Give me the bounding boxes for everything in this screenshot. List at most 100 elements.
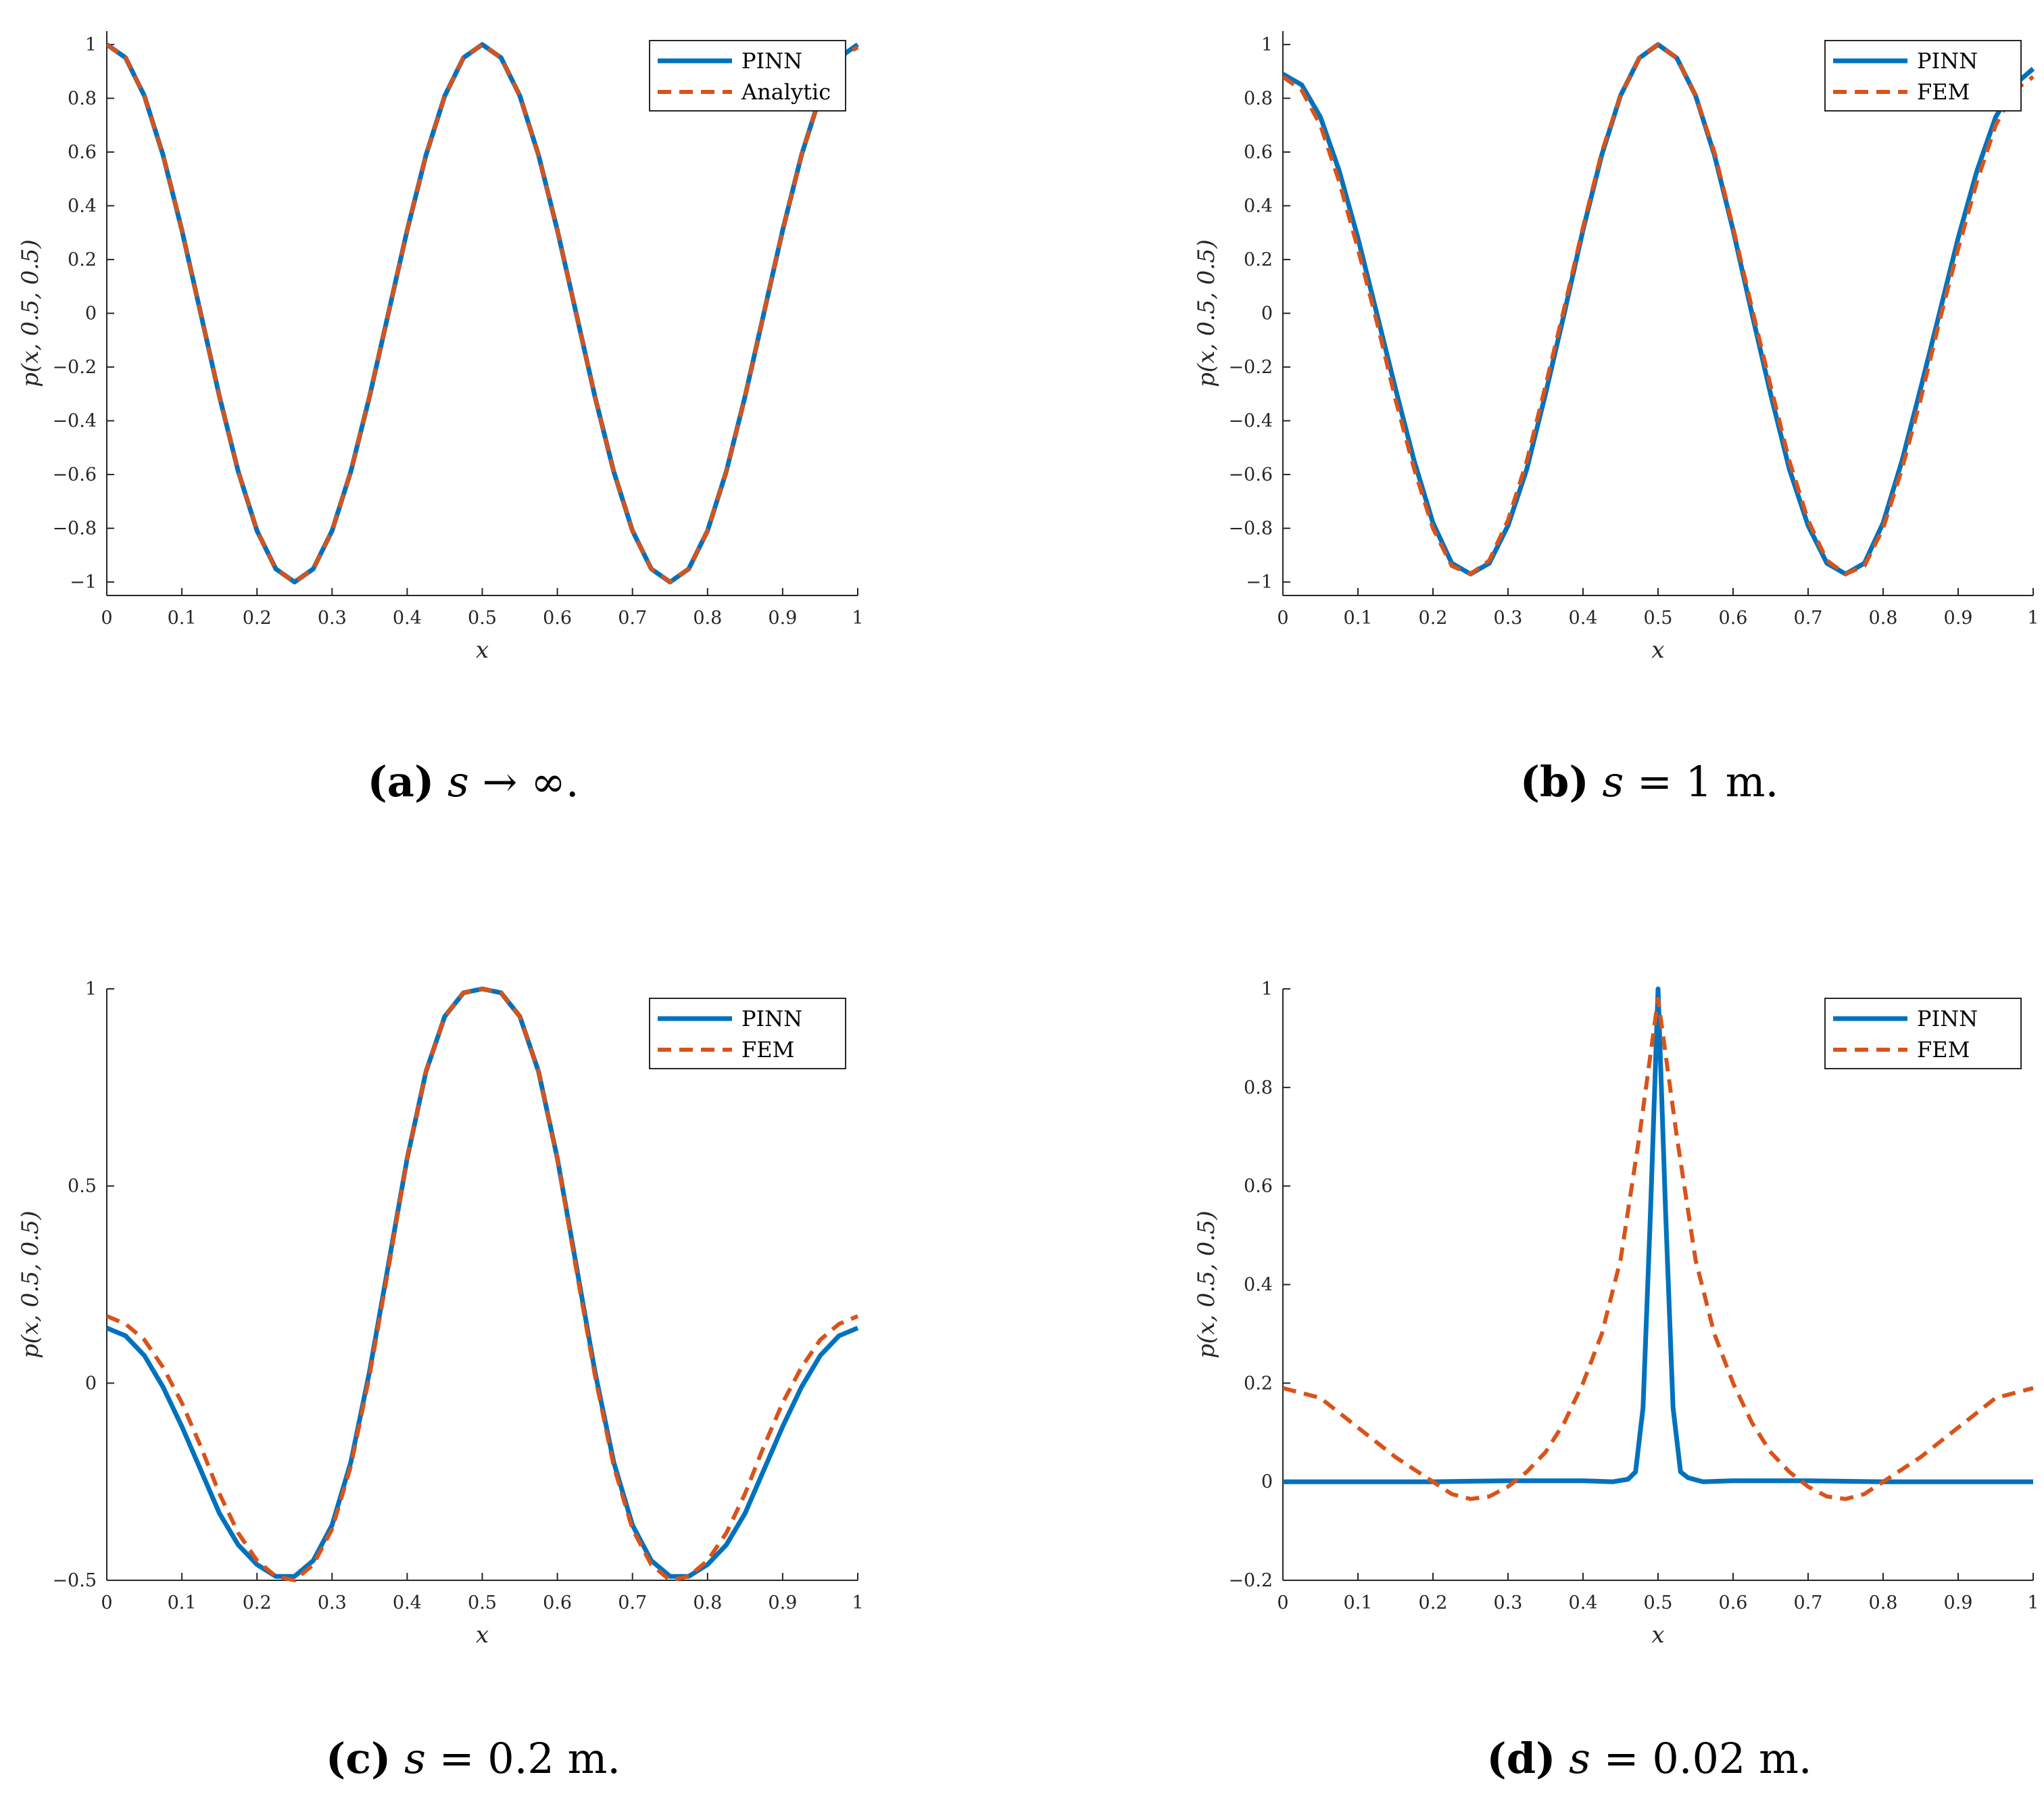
panel-c: 0 0.1 0.2 0.3 0.4 0.5 0.6 0.7 0.8 0.9 1−0.500.51xp… — [17, 979, 864, 1783]
legend-box — [649, 40, 846, 112]
x-tick-label: 0.4 — [393, 1592, 422, 1613]
y-tick-label: 0 — [85, 1373, 97, 1394]
caption-value: → ∞. — [469, 757, 579, 806]
y-tick-label: 1 — [1261, 34, 1273, 55]
legend: PINN FEM — [649, 998, 846, 1069]
y-tick-label: 0 — [1261, 1471, 1273, 1492]
panel-caption: (a) s → ∞. — [367, 757, 579, 806]
caption-letter: (b) — [1520, 757, 1589, 806]
x-tick-label: 0 — [1277, 608, 1288, 629]
legend-label: PINN — [1917, 1006, 1978, 1031]
x-tick-label: 0.2 — [243, 608, 272, 629]
y-tick-label: 0 — [1261, 303, 1273, 324]
x-tick-label: 0.1 — [1344, 1592, 1373, 1613]
legend-box — [1824, 40, 2022, 112]
x-tick-label: 0.8 — [1869, 608, 1898, 629]
caption-variable: s — [404, 1734, 426, 1783]
y-tick-label: 0.6 — [68, 142, 97, 163]
x-axis-label: x — [476, 1622, 489, 1649]
x-tick-label: 0.6 — [543, 1592, 572, 1613]
x-tick-label: 0.4 — [393, 608, 422, 629]
x-tick-label: 0.7 — [618, 1592, 647, 1613]
y-tick-label: 0.4 — [68, 195, 97, 216]
caption-value: = 0.02 m. — [1590, 1734, 1812, 1783]
panel-d: 0 0.1 0.2 0.3 0.4 0.5 0.6 0.7 0.8 0.9 1−0.200.20.4… — [1193, 979, 2039, 1783]
legend-label: PINN — [1917, 48, 1978, 74]
x-tick-label: 0.1 — [168, 608, 197, 629]
series-line-fem — [1283, 996, 2034, 1501]
y-tick-label: 1 — [85, 979, 97, 1000]
x-tick-label: 1 — [2027, 1592, 2039, 1613]
y-tick-label: −0.4 — [1228, 411, 1273, 432]
legend: PINN FEM — [1824, 998, 2022, 1069]
y-tick-label: 0.2 — [68, 249, 97, 270]
y-axis-label: p(x, 0.5, 0.5) — [17, 239, 44, 387]
y-tick-label: −0.6 — [52, 464, 97, 485]
legend-label: PINN — [741, 1006, 802, 1031]
x-tick-label: 0.9 — [768, 608, 797, 629]
y-tick-label: −0.8 — [1228, 518, 1273, 539]
x-tick-label: 0 — [1277, 1592, 1288, 1613]
x-tick-label: 0 — [101, 608, 112, 629]
y-axis-label: p(x, 0.5, 0.5) — [17, 1211, 44, 1359]
x-tick-label: 0.3 — [318, 608, 347, 629]
panel-caption: (b) s = 1 m. — [1520, 757, 1779, 806]
y-tick-label: −0.6 — [1228, 464, 1273, 485]
panel-a: 0 0.1 0.2 0.3 0.4 0.5 0.6 0.7 0.8 0.9 1 −1 −0.8 −0.6 −… — [17, 31, 864, 806]
caption-value: = 0.2 m. — [426, 1734, 620, 1783]
legend-box — [1824, 998, 2022, 1069]
x-tick-label: 0.7 — [1794, 608, 1823, 629]
y-tick-label: −1 — [1246, 572, 1273, 593]
x-tick-label: 0.3 — [318, 1592, 347, 1613]
caption-letter: (d) — [1486, 1734, 1555, 1783]
x-tick-label: 0.5 — [1644, 1592, 1673, 1613]
caption-space — [434, 757, 447, 806]
x-tick-label: 0.6 — [1719, 608, 1748, 629]
y-tick-label: 0.8 — [68, 88, 97, 109]
x-tick-label: 0.2 — [1419, 1592, 1448, 1613]
series-line-fem — [107, 987, 859, 1582]
legend-label: FEM — [1917, 79, 1970, 105]
x-tick-label: 0.5 — [468, 608, 497, 629]
x-tick-label: 0.9 — [1944, 608, 1973, 629]
x-tick-label: 0.8 — [693, 1592, 722, 1613]
x-tick-label: 0.1 — [1344, 608, 1373, 629]
series-line-pinn — [1283, 986, 2033, 1484]
x-tick-label: 1 — [2027, 608, 2039, 629]
x-axis-label: x — [476, 637, 489, 664]
panel-caption: (d) s = 0.02 m. — [1486, 1734, 1811, 1783]
y-tick-label: −1 — [70, 572, 97, 593]
caption-letter: (c) — [326, 1734, 391, 1783]
y-axis-label: p(x, 0.5, 0.5) — [1193, 1211, 1220, 1359]
y-tick-label: −0.4 — [52, 411, 97, 432]
legend: PINN FEM — [1824, 40, 2022, 112]
x-tick-label: 0.4 — [1569, 608, 1598, 629]
caption-letter: (a) — [367, 757, 434, 806]
series-line-fem — [1283, 42, 2035, 577]
y-tick-label: 1 — [1261, 979, 1273, 1000]
x-tick-label: 0.3 — [1494, 608, 1523, 629]
y-tick-label: −0.2 — [52, 357, 97, 378]
legend-box — [649, 998, 846, 1069]
caption-space — [1555, 1734, 1569, 1783]
caption-space — [391, 1734, 404, 1783]
caption-variable: s — [1569, 1734, 1590, 1783]
x-tick-label: 0.4 — [1569, 1592, 1598, 1613]
series-line-analytic — [107, 42, 859, 585]
x-tick-label: 1 — [852, 608, 863, 629]
y-tick-label: 0.5 — [68, 1176, 97, 1197]
y-tick-label: 0.2 — [1244, 1373, 1273, 1394]
x-tick-label: 0.5 — [468, 1592, 497, 1613]
x-tick-label: 1 — [852, 1592, 863, 1613]
x-tick-label: 0.3 — [1494, 1592, 1523, 1613]
y-axis-label: p(x, 0.5, 0.5) — [1193, 239, 1220, 387]
x-tick-label: 0.7 — [618, 608, 647, 629]
legend: PINN Analytic — [649, 40, 846, 112]
caption-space — [1589, 757, 1603, 806]
y-tick-label: 0.8 — [1244, 1077, 1273, 1098]
y-tick-label: −0.5 — [52, 1570, 97, 1591]
x-tick-label: 0.5 — [1644, 608, 1673, 629]
legend-label: Analytic — [741, 79, 831, 105]
x-tick-label: 0.1 — [168, 1592, 197, 1613]
